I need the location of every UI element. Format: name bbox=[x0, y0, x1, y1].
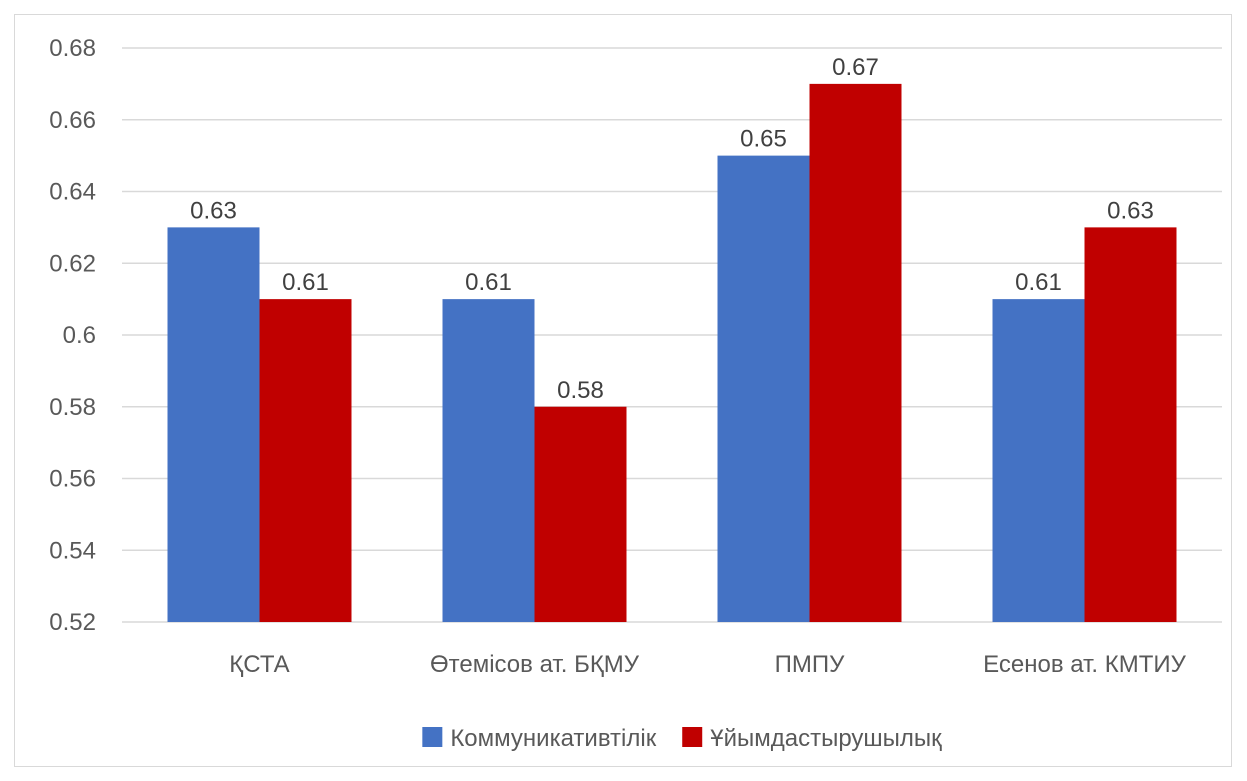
bar bbox=[534, 406, 627, 622]
data-label: 0.61 bbox=[1015, 269, 1062, 296]
y-tick-label: 0.64 bbox=[49, 179, 96, 206]
y-tick-label: 0.58 bbox=[49, 394, 96, 421]
data-label: 0.61 bbox=[282, 269, 329, 296]
data-label: 0.61 bbox=[465, 269, 512, 296]
data-label: 0.63 bbox=[190, 197, 237, 224]
x-tick-label: Өтемісов ат. БҚМУ bbox=[430, 651, 640, 678]
bar bbox=[167, 227, 260, 622]
bar bbox=[1084, 227, 1177, 622]
bar bbox=[809, 83, 902, 622]
bar bbox=[442, 299, 535, 622]
legend-label: Коммуникативтілік bbox=[450, 725, 656, 752]
legend-item: Ұйымдастырушылық bbox=[682, 725, 942, 752]
legend: Коммуникативтілік Ұйымдастырушылық bbox=[422, 725, 942, 752]
legend-swatch bbox=[422, 727, 443, 747]
y-tick-label: 0.62 bbox=[49, 250, 96, 277]
x-tick-label: Есенов ат. КМТИУ bbox=[983, 651, 1186, 678]
y-tick-label: 0.52 bbox=[49, 609, 96, 636]
data-label: 0.67 bbox=[832, 54, 879, 81]
bars bbox=[167, 83, 1177, 622]
y-tick-label: 0.68 bbox=[49, 35, 96, 62]
x-tick-label: ПМПУ bbox=[775, 651, 845, 678]
y-tick-label: 0.54 bbox=[49, 537, 96, 564]
data-label: 0.58 bbox=[557, 377, 604, 404]
data-label: 0.65 bbox=[740, 126, 787, 153]
legend-label: Ұйымдастырушылық bbox=[710, 725, 942, 752]
y-tick-label: 0.6 bbox=[63, 322, 96, 349]
bar bbox=[259, 299, 352, 622]
x-axis-tick-labels: ҚСТА Өтемісов ат. БҚМУ ПМПУ Есенов ат. КМТИ… bbox=[229, 651, 1186, 678]
data-labels: 0.63 0.61 0.61 0.58 0.65 0.67 0.61 0.63 bbox=[190, 54, 1154, 404]
bar bbox=[992, 299, 1085, 622]
bar bbox=[717, 155, 810, 622]
y-axis-tick-labels: 0.52 0.54 0.56 0.58 0.6 0.62 0.64 0.66 0.68 bbox=[49, 35, 96, 636]
legend-swatch bbox=[682, 727, 703, 747]
data-label: 0.63 bbox=[1107, 197, 1154, 224]
legend-item: Коммуникативтілік bbox=[422, 725, 657, 752]
x-tick-label: ҚСТА bbox=[229, 651, 289, 678]
y-tick-label: 0.56 bbox=[49, 466, 96, 493]
y-tick-label: 0.66 bbox=[49, 107, 96, 134]
